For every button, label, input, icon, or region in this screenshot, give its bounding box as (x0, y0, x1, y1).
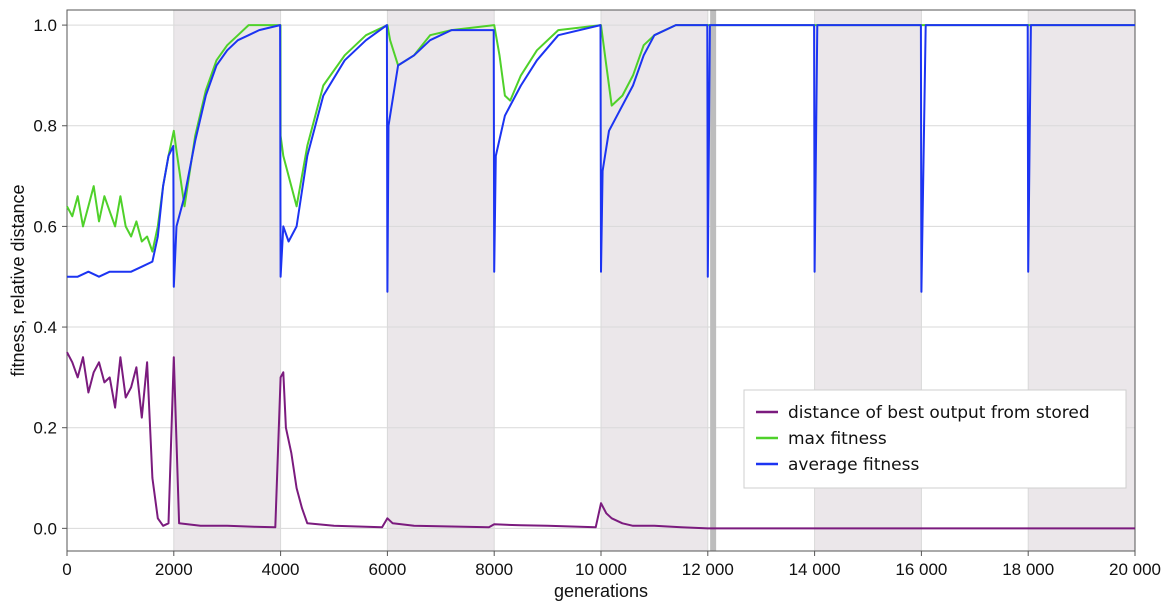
y-tick-label: 0.8 (33, 117, 57, 136)
legend-label: max fitness (788, 429, 887, 449)
marker-line-bar (710, 10, 717, 551)
series-line-2 (67, 24, 1135, 293)
y-tick-label: 0.2 (33, 419, 57, 438)
x-tick-label: 6000 (368, 560, 406, 579)
legend: distance of best output from stored max f… (743, 389, 1127, 489)
x-tick-label: 10 000 (575, 560, 627, 579)
shaded-interval-2 (601, 10, 708, 551)
x-axis-title: generations (554, 581, 648, 601)
x-axis-ticks: 0 2000 4000 6000 8000 10 000 12 000 14 000 16 00… (62, 551, 1161, 579)
y-tick-label: 0.4 (33, 318, 57, 337)
legend-label: distance of best output from stored (788, 403, 1090, 423)
y-axis-title: fitness, relative distance (8, 184, 28, 376)
x-tick-label: 16 000 (895, 560, 947, 579)
y-tick-label: 1.0 (33, 16, 57, 35)
x-tick-label: 2000 (155, 560, 193, 579)
series-line-0 (66, 351, 1135, 530)
x-tick-label: 18 000 (1002, 560, 1054, 579)
x-tick-label: 8000 (475, 560, 513, 579)
shaded-interval-0 (173, 10, 281, 551)
series-layer (66, 24, 1135, 530)
shaded-interval-1 (387, 10, 495, 551)
marker-line (710, 10, 717, 551)
x-tick-label: 0 (62, 560, 71, 579)
y-axis-ticks: 0.0 0.2 0.4 0.6 0.8 1.0 (33, 16, 67, 538)
x-tick-label: 20 000 (1109, 560, 1161, 579)
y-tick-label: 0.6 (33, 217, 57, 236)
y-tick-label: 0.0 (33, 519, 57, 538)
legend-label: average fitness (788, 455, 919, 475)
x-tick-label: 4000 (262, 560, 300, 579)
x-tick-label: 12 000 (682, 560, 734, 579)
x-tick-label: 14 000 (789, 560, 841, 579)
legend-box (743, 389, 1127, 489)
